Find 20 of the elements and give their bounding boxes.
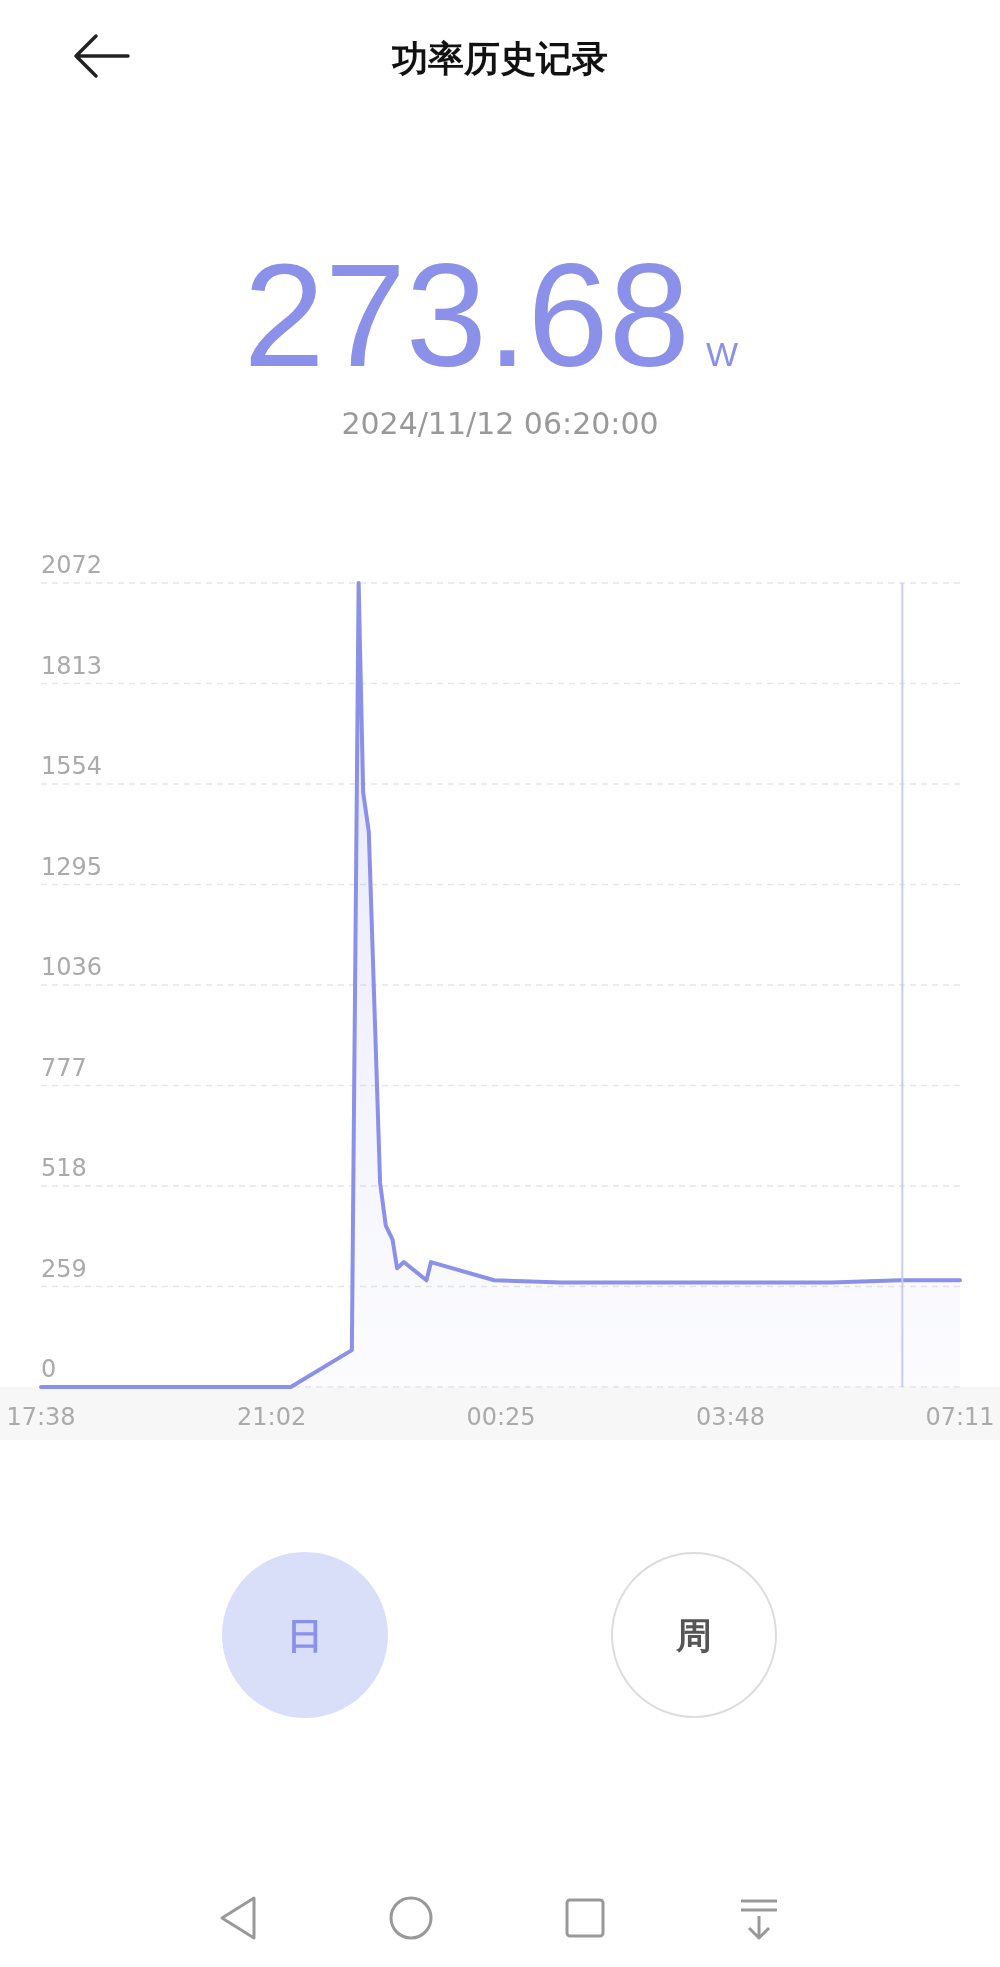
y-tick-label: 1295 (41, 852, 103, 881)
x-tick-label: 00:25 (466, 1403, 536, 1431)
y-tick-label: 1036 (41, 953, 103, 981)
y-tick-label: 518 (41, 1154, 87, 1182)
y-tick-label: 1554 (41, 752, 103, 780)
x-tick-label: 21:02 (237, 1403, 307, 1431)
y-tick-label: 259 (41, 1254, 87, 1283)
text: 日 (287, 1615, 323, 1656)
x-tick-label: 03:48 (695, 1403, 766, 1431)
y-tick-label: 777 (41, 1053, 87, 1082)
x-tick-label: 17:38 (6, 1403, 76, 1431)
text: 周 (675, 1615, 712, 1656)
y-tick-label: 2072 (41, 551, 103, 579)
y-tick-label: 1813 (41, 651, 103, 680)
x-tick-label: 07:11 (925, 1403, 995, 1431)
text: 273.68 (243, 234, 690, 397)
y-tick-label: 0 (41, 1355, 57, 1383)
text: 2024/11/12 06:20:00 (341, 406, 659, 441)
chart-title: 功率历史记录 (391, 38, 608, 79)
text: W (706, 335, 739, 373)
